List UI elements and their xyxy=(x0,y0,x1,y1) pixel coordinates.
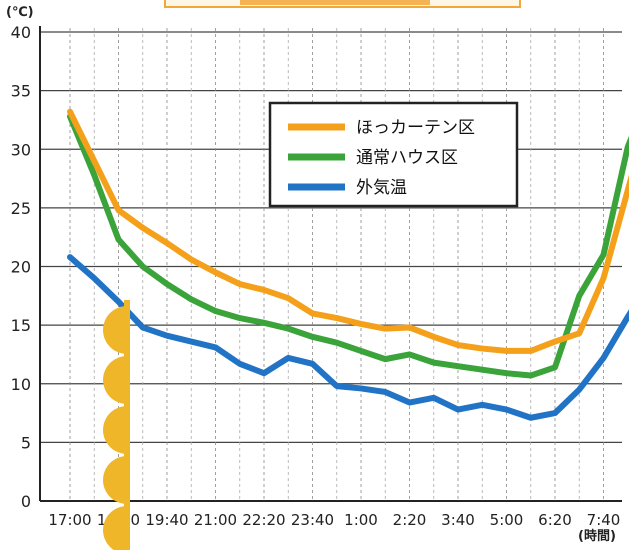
x-tick-label: 23:40 xyxy=(291,511,334,529)
x-tick-label: 5:00 xyxy=(490,511,524,529)
x-axis-ticks: 17:0018:2019:4021:0022:2023:401:002:203:… xyxy=(48,511,620,529)
x-tick-label: 2:20 xyxy=(393,511,427,529)
x-tick-label: 22:20 xyxy=(242,511,285,529)
x-tick-label: 21:00 xyxy=(194,511,237,529)
y-tick-label: 5 xyxy=(21,433,31,452)
curtain-scallop xyxy=(103,356,127,404)
curtain-scallop xyxy=(103,506,127,550)
curtain-scallop xyxy=(103,306,127,354)
series-line-1 xyxy=(67,113,629,379)
x-tick-label: 17:00 xyxy=(48,511,91,529)
series-line-2 xyxy=(67,254,629,421)
y-axis-ticks: 0 5 10 15 20 25 30 35 40 xyxy=(11,23,31,511)
curtain-decoration xyxy=(103,300,130,550)
title-text-fragment xyxy=(240,0,430,5)
x-tick-label: 19:40 xyxy=(145,511,188,529)
axes xyxy=(39,26,622,502)
y-tick-label: 25 xyxy=(11,199,31,218)
legend-label: 通常ハウス区 xyxy=(356,148,458,168)
y-tick-label: 0 xyxy=(21,492,31,511)
y-tick-label: 20 xyxy=(11,258,31,277)
series-lines xyxy=(67,108,629,421)
x-tick-label: 1:00 xyxy=(344,511,378,529)
x-tick-label: 3:40 xyxy=(441,511,475,529)
legend-label: ほっカーテン区 xyxy=(356,118,475,138)
x-tick-label: 7:40 xyxy=(587,511,621,529)
y-tick-label: 40 xyxy=(11,23,31,42)
y-tick-label: 35 xyxy=(11,82,31,101)
x-axis-unit: (時間) xyxy=(578,528,616,544)
series-line-0 xyxy=(67,108,629,354)
y-tick-label: 15 xyxy=(11,316,31,335)
curtain-scallop xyxy=(103,456,127,504)
y-tick-label: 10 xyxy=(11,375,31,394)
curtain-scallop xyxy=(103,406,127,454)
legend-label: 外気温 xyxy=(356,178,407,198)
y-axis-unit: (℃) xyxy=(6,5,34,20)
y-tick-label: 30 xyxy=(11,140,31,159)
x-tick-label: 6:20 xyxy=(538,511,572,529)
